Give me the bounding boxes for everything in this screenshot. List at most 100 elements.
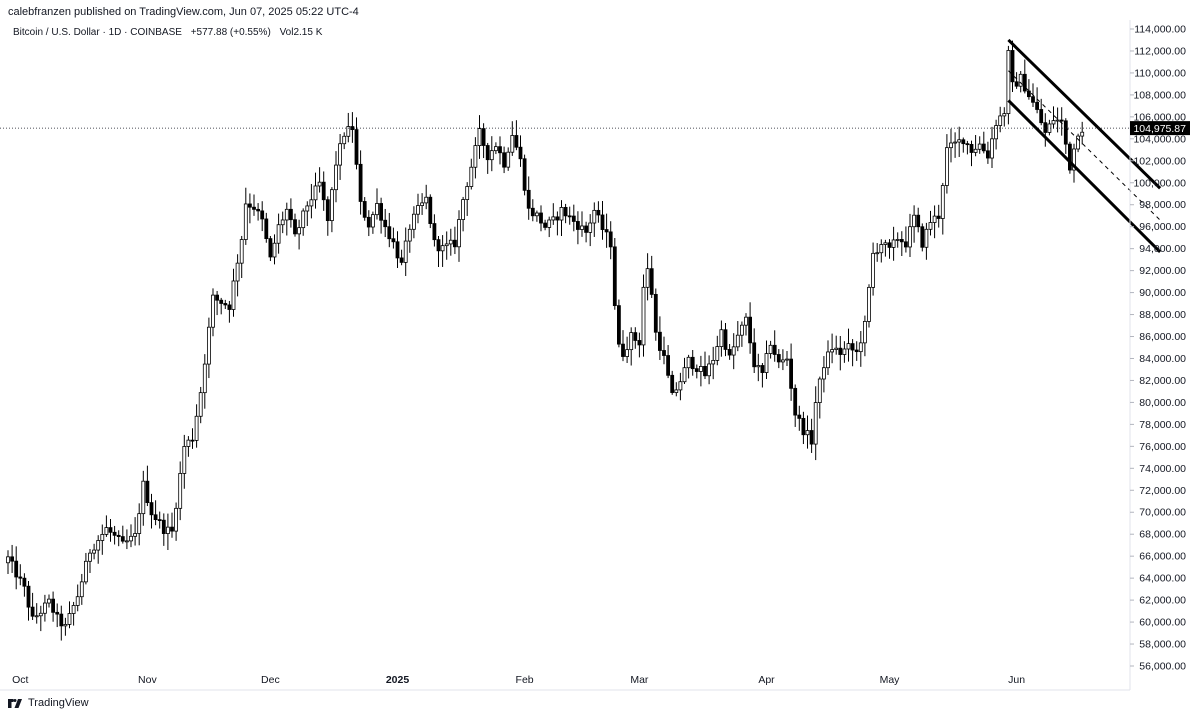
candle bbox=[666, 345, 670, 379]
candle-body bbox=[133, 533, 138, 537]
candle-body bbox=[14, 560, 19, 578]
time-tick-label: Feb bbox=[516, 674, 534, 686]
candle bbox=[88, 549, 92, 574]
price-change: +577.88 (+0.55%) bbox=[190, 27, 271, 38]
candle bbox=[260, 201, 265, 232]
candle bbox=[629, 327, 634, 366]
candle bbox=[329, 187, 334, 233]
candle-body bbox=[223, 303, 228, 306]
candle-body bbox=[719, 329, 724, 347]
candle-body bbox=[965, 143, 970, 146]
candle bbox=[617, 299, 621, 348]
candle-body bbox=[1072, 148, 1076, 171]
candle bbox=[543, 219, 547, 231]
candle-body bbox=[481, 128, 486, 146]
price-tick-label: 96,000.00 bbox=[1139, 221, 1186, 233]
candle bbox=[485, 142, 490, 174]
candle bbox=[608, 221, 613, 260]
candle-body bbox=[588, 222, 593, 233]
candle bbox=[247, 193, 252, 224]
candle-body bbox=[256, 208, 261, 212]
candle bbox=[395, 231, 400, 269]
candle bbox=[317, 167, 322, 193]
candle bbox=[366, 210, 371, 237]
candle-body bbox=[444, 243, 449, 247]
time-tick-label: Nov bbox=[138, 674, 157, 686]
candle bbox=[338, 134, 343, 180]
candle bbox=[768, 340, 773, 359]
candle bbox=[904, 226, 908, 253]
candle bbox=[625, 336, 629, 363]
candle-body bbox=[986, 150, 990, 159]
candle bbox=[674, 382, 679, 397]
candle bbox=[530, 199, 535, 222]
candle-body bbox=[1068, 143, 1072, 171]
candle-body bbox=[891, 239, 896, 248]
candle-body bbox=[776, 354, 781, 363]
candle bbox=[432, 214, 437, 247]
candle-body bbox=[735, 334, 740, 348]
candle-body bbox=[59, 613, 64, 627]
candle bbox=[452, 226, 457, 255]
candle bbox=[14, 546, 19, 590]
candle bbox=[186, 436, 191, 457]
candle-body bbox=[309, 199, 314, 207]
candle bbox=[276, 213, 281, 254]
candle bbox=[6, 550, 10, 574]
candle-body bbox=[452, 239, 457, 248]
candle bbox=[830, 333, 834, 364]
candle bbox=[871, 242, 875, 296]
price-tick-label: 58,000.00 bbox=[1139, 639, 1186, 651]
candle bbox=[994, 119, 998, 150]
candle bbox=[858, 331, 863, 367]
candle-body bbox=[908, 226, 912, 248]
channel-upper-line bbox=[1007, 38, 1162, 190]
candle-body bbox=[71, 605, 76, 614]
candle-body bbox=[100, 534, 105, 541]
candle-body bbox=[157, 519, 162, 522]
candle bbox=[727, 344, 732, 360]
price-tick-label: 100,000.00 bbox=[1133, 177, 1186, 189]
candle bbox=[297, 219, 302, 250]
candle bbox=[420, 193, 425, 215]
candle-body bbox=[1022, 73, 1027, 92]
candle-body bbox=[34, 615, 39, 618]
candle-body bbox=[436, 239, 441, 252]
candle bbox=[1002, 107, 1007, 127]
candle-body bbox=[969, 143, 974, 153]
tradingview-brand: TradingView bbox=[28, 697, 89, 709]
candle-body bbox=[1063, 120, 1068, 145]
candle-body bbox=[863, 321, 867, 344]
candle-body bbox=[740, 324, 744, 336]
candle bbox=[670, 370, 675, 395]
candle-body bbox=[485, 145, 490, 161]
candle bbox=[612, 238, 617, 310]
candle-body bbox=[366, 216, 371, 228]
candle bbox=[715, 335, 720, 366]
candle bbox=[1072, 143, 1076, 183]
candle-body bbox=[498, 146, 502, 154]
candle bbox=[953, 132, 957, 158]
candle bbox=[202, 354, 207, 409]
candle bbox=[79, 573, 84, 605]
candle bbox=[854, 341, 859, 361]
candle bbox=[748, 302, 752, 354]
candle bbox=[149, 493, 154, 529]
candle bbox=[920, 223, 925, 252]
candle-body bbox=[141, 480, 146, 515]
candle bbox=[170, 512, 174, 538]
candle-body bbox=[260, 210, 265, 220]
candle-body bbox=[387, 226, 392, 240]
candle bbox=[744, 313, 748, 336]
candle-body bbox=[547, 219, 552, 228]
price-tick-label: 60,000.00 bbox=[1139, 617, 1186, 629]
candle bbox=[342, 132, 347, 150]
candle bbox=[522, 154, 527, 196]
tradingview-logo-icon bbox=[8, 698, 22, 708]
candle-body bbox=[305, 205, 310, 212]
candle-body bbox=[43, 602, 47, 614]
candle-body bbox=[92, 549, 96, 554]
candle-body bbox=[592, 209, 597, 224]
candle bbox=[473, 137, 478, 179]
